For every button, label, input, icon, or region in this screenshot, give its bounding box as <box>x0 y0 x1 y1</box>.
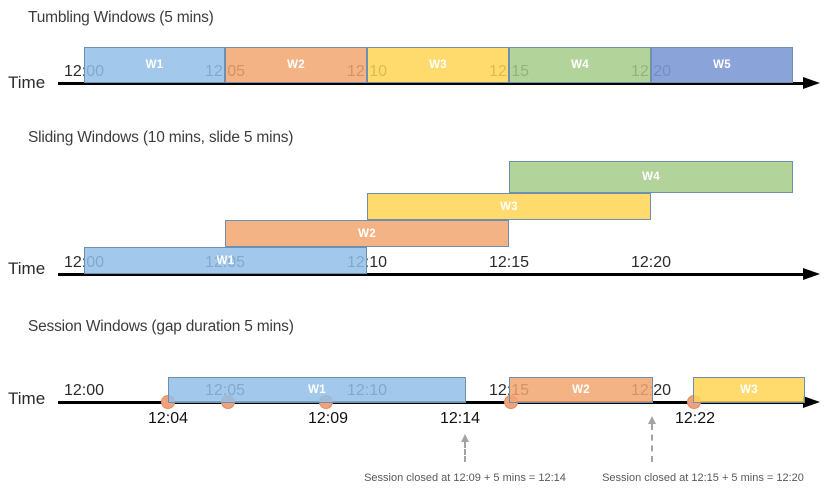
dashed-arrow-shaft <box>464 442 466 462</box>
session-section-title: Session Windows (gap duration 5 mins) <box>28 318 294 335</box>
session-window-w2: W2 <box>509 377 653 403</box>
window-label: W1 <box>308 384 326 396</box>
session-event-time-label: 12:22 <box>674 410 716 427</box>
session-close-annotation-1: Session closed at 12:09 + 5 mins = 12:14 <box>364 472 566 484</box>
window-label: W2 <box>572 384 590 396</box>
session-time-axis-label: Time <box>8 389 46 408</box>
session-tick-label: 12:00 <box>63 382 105 399</box>
up-arrowhead-icon <box>648 416 656 424</box>
tumbling-window-w4: W4 <box>509 47 651 83</box>
session-event-time-label: 12:09 <box>307 410 349 427</box>
window-label: W3 <box>500 200 518 213</box>
sliding-tick-label: 12:15 <box>488 254 530 271</box>
dashed-arrow-shaft <box>651 424 653 462</box>
sliding-timeline-arrowhead-icon <box>803 268 820 280</box>
tumbling-window-w3: W3 <box>367 47 509 83</box>
tumbling-time-axis-label: Time <box>8 73 46 92</box>
window-label: W3 <box>429 59 447 71</box>
session-close-annotation-2: Session closed at 12:15 + 5 mins = 12:20 <box>602 472 804 484</box>
session-event-time-label: 12:04 <box>147 410 189 427</box>
tumbling-window-w5: W5 <box>651 47 793 83</box>
session-window-w3: W3 <box>693 377 805 403</box>
window-label: W1 <box>216 254 235 267</box>
sliding-section-title: Sliding Windows (10 mins, slide 5 mins) <box>28 129 294 146</box>
sliding-timeline <box>58 273 806 276</box>
tumbling-window-w2: W2 <box>225 47 367 83</box>
window-label: W2 <box>358 227 376 240</box>
sliding-window-w2: W2 <box>225 220 509 247</box>
tumbling-timeline-arrowhead-icon <box>803 77 820 89</box>
up-arrowhead-icon <box>461 434 469 442</box>
session-close-arrow-1 <box>460 434 470 463</box>
window-label: W1 <box>145 59 164 71</box>
session-close-arrow-2 <box>647 416 657 463</box>
sliding-window-w4: W4 <box>509 161 793 193</box>
window-label: W3 <box>740 384 758 396</box>
sliding-tick-label: 12:20 <box>630 254 672 271</box>
sliding-window-w1: W1 <box>84 247 367 274</box>
sliding-time-axis-label: Time <box>8 259 46 278</box>
window-label: W4 <box>571 59 589 71</box>
window-label: W2 <box>287 59 305 71</box>
tumbling-section-title: Tumbling Windows (5 mins) <box>28 9 214 26</box>
session-window-w1: W1 <box>168 377 466 403</box>
session-event-time-label: 12:14 <box>439 410 481 427</box>
window-label: W4 <box>642 171 660 183</box>
sliding-window-w3: W3 <box>367 193 651 220</box>
tumbling-window-w1: W1 <box>84 47 225 83</box>
window-label: W5 <box>713 59 731 71</box>
session-timeline-arrowhead-icon <box>803 396 820 408</box>
tumbling-timeline <box>58 82 806 85</box>
